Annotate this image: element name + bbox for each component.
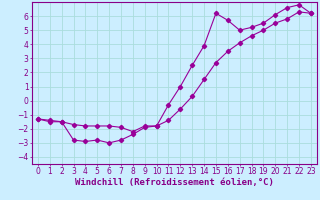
X-axis label: Windchill (Refroidissement éolien,°C): Windchill (Refroidissement éolien,°C) bbox=[75, 178, 274, 187]
